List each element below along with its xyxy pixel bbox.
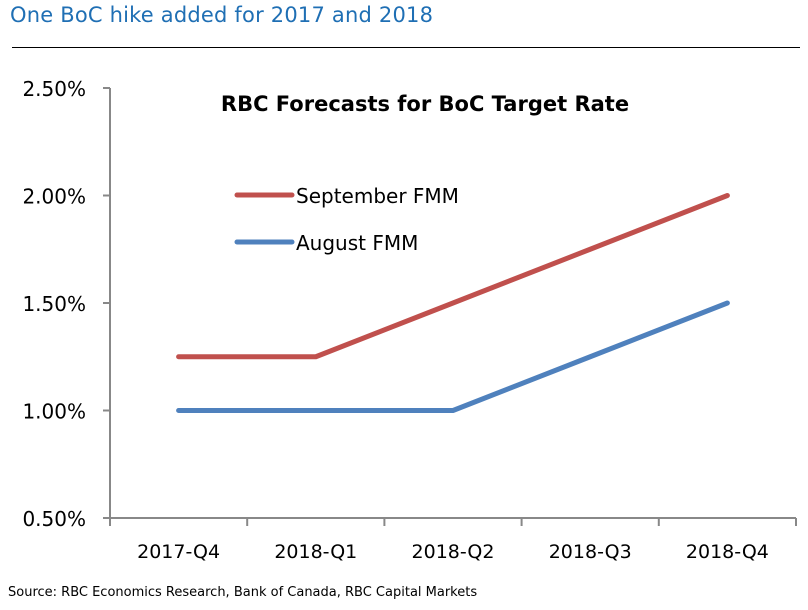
- y-tick-label: 2.00%: [22, 185, 86, 209]
- chart-title: RBC Forecasts for BoC Target Rate: [221, 92, 629, 116]
- legend: September FMM August FMM: [234, 184, 459, 255]
- x-tick-label: 2017-Q4: [137, 541, 220, 563]
- y-tick-label: 2.50%: [22, 77, 86, 101]
- legend-label-august: August FMM: [296, 231, 418, 255]
- y-tick-label: 0.50%: [22, 507, 86, 531]
- x-tick-label: 2018-Q3: [549, 541, 632, 563]
- source-note: Source: RBC Economics Research, Bank of …: [8, 585, 478, 600]
- x-tick-label: 2018-Q4: [686, 541, 769, 563]
- series-lines: [176, 193, 730, 413]
- y-tick-label: 1.00%: [22, 400, 86, 424]
- slide-title: One BoC hike added for 2017 and 2018: [10, 3, 434, 27]
- legend-label-september: September FMM: [296, 184, 459, 208]
- y-tick-label: 1.50%: [22, 292, 86, 316]
- title-divider: [12, 47, 800, 48]
- series-line-september: [176, 193, 730, 360]
- x-tick-label: 2018-Q1: [274, 541, 357, 563]
- axes: 0.50% 1.00% 1.50% 2.00% 2.50% 2017-Q4 2018-Q1 2…: [22, 77, 797, 563]
- x-tick-label: 2018-Q2: [412, 541, 495, 563]
